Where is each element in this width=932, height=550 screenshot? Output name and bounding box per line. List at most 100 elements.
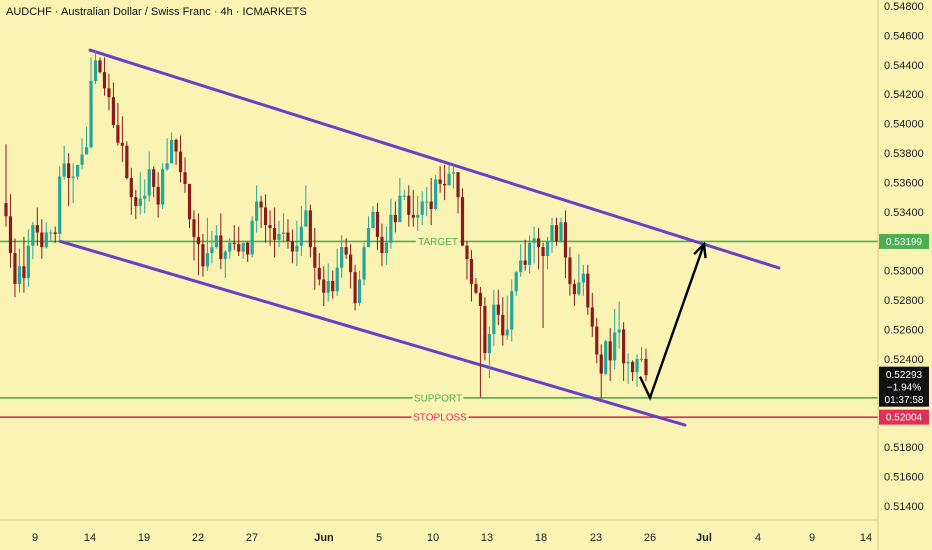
- candle-body: [277, 233, 281, 240]
- time-tick-label: 23: [590, 532, 602, 544]
- candle-body: [393, 214, 397, 223]
- time-tick-label: 13: [481, 532, 493, 544]
- candle-body: [281, 232, 286, 234]
- level-label-bg: [412, 391, 464, 404]
- candle-body: [617, 329, 621, 333]
- candle-body: [183, 172, 187, 184]
- time-tick-label: 26: [644, 532, 656, 544]
- candle-body: [519, 260, 523, 273]
- current-price-change: −1.94%: [887, 383, 921, 394]
- candle-body: [604, 341, 608, 374]
- candle-body: [554, 225, 559, 242]
- price-axis[interactable]: 0.54800 0.54600 0.54400 0.54200 0.54000 0.538…: [877, 0, 929, 550]
- candle-body: [644, 358, 648, 376]
- price-tick-label: 0.54800: [884, 1, 924, 13]
- candle-body: [98, 60, 102, 73]
- candle-body: [545, 241, 550, 256]
- current-price-countdown: 01:37:58: [885, 395, 924, 406]
- candle-body: [599, 354, 603, 374]
- candle-body: [237, 244, 241, 252]
- candle-body: [630, 361, 635, 373]
- candle-body: [268, 225, 272, 229]
- candle-body: [102, 72, 107, 89]
- time-tick-label: 14: [860, 532, 872, 544]
- candle-body: [4, 203, 8, 217]
- candle-body: [255, 201, 259, 221]
- candle-body: [71, 176, 75, 179]
- candle-body: [340, 247, 344, 268]
- candle-body: [313, 247, 317, 268]
- candle-body: [53, 232, 57, 234]
- candle-body: [474, 283, 478, 293]
- price-tick-label: 0.54000: [884, 119, 924, 131]
- channel-lines: [58, 48, 781, 427]
- candle-body: [152, 169, 156, 187]
- candle-body: [595, 326, 599, 355]
- candle-body: [295, 245, 299, 252]
- price-tick-label: 0.52800: [884, 295, 924, 307]
- candle-body: [174, 139, 178, 152]
- candle-body: [568, 257, 572, 284]
- candle-body: [487, 333, 491, 354]
- candle-body: [138, 198, 142, 206]
- candle-body: [434, 179, 438, 209]
- candle-body: [214, 235, 218, 248]
- candle-body: [49, 232, 53, 234]
- candle-body: [250, 220, 254, 255]
- candle-body: [322, 279, 326, 293]
- time-tick-label: Jul: [696, 532, 712, 544]
- candle-body: [76, 164, 80, 177]
- level-price-tag-target: [879, 233, 929, 249]
- candle-body: [362, 247, 366, 280]
- candle-body: [232, 242, 236, 245]
- candle-body: [263, 207, 268, 226]
- candle-body: [451, 172, 456, 174]
- candle-body: [375, 211, 380, 237]
- candle-body: [357, 279, 362, 304]
- candle-body: [120, 142, 124, 146]
- candle-body: [528, 242, 532, 265]
- candle-body: [443, 183, 447, 186]
- candle-body: [425, 201, 429, 203]
- candle-body: [465, 245, 469, 259]
- price-tick-label: 0.53800: [884, 148, 924, 160]
- level-label-bg: [415, 235, 461, 248]
- candle-body: [107, 88, 111, 98]
- current-price-tag: [879, 366, 929, 407]
- candle-body: [317, 267, 321, 280]
- candle-body: [635, 358, 639, 373]
- candle-body: [541, 247, 545, 256]
- candle-body: [93, 60, 98, 81]
- candle-body: [26, 245, 30, 279]
- price-tick-label: 0.51800: [884, 442, 924, 454]
- candle-body: [196, 236, 201, 245]
- candle-body: [299, 226, 303, 246]
- candle-body: [62, 163, 66, 177]
- candle-body: [326, 281, 330, 293]
- candle-body: [460, 197, 465, 246]
- time-tick-label: 9: [809, 532, 815, 544]
- candle-body: [89, 81, 93, 148]
- candle-body: [590, 307, 594, 327]
- price-tick-label: 0.51600: [884, 472, 924, 484]
- candle-body: [416, 214, 420, 218]
- time-axis[interactable]: 9 14 19 22 27 Jun 5 10 13 18 23 26 Jul 4 9 14: [0, 519, 878, 544]
- candle-body: [246, 242, 250, 255]
- candle-body: [353, 272, 357, 304]
- time-tick-label: Jun: [314, 532, 334, 544]
- time-tick-label: 22: [192, 532, 204, 544]
- candle-body: [331, 281, 335, 292]
- level-label-bg: [411, 411, 469, 424]
- current-price-value: 0.52293: [886, 370, 923, 381]
- candle-body: [438, 179, 442, 184]
- candle-body: [111, 97, 116, 126]
- time-tick-label: 4: [755, 532, 761, 544]
- candle-body: [31, 225, 35, 246]
- channel-upper-line: [88, 48, 781, 270]
- level-price-tag-stoploss: [879, 409, 929, 425]
- candle-body: [219, 235, 223, 259]
- candle-body: [581, 273, 585, 283]
- candle-body: [22, 266, 26, 279]
- candles: [4, 50, 648, 399]
